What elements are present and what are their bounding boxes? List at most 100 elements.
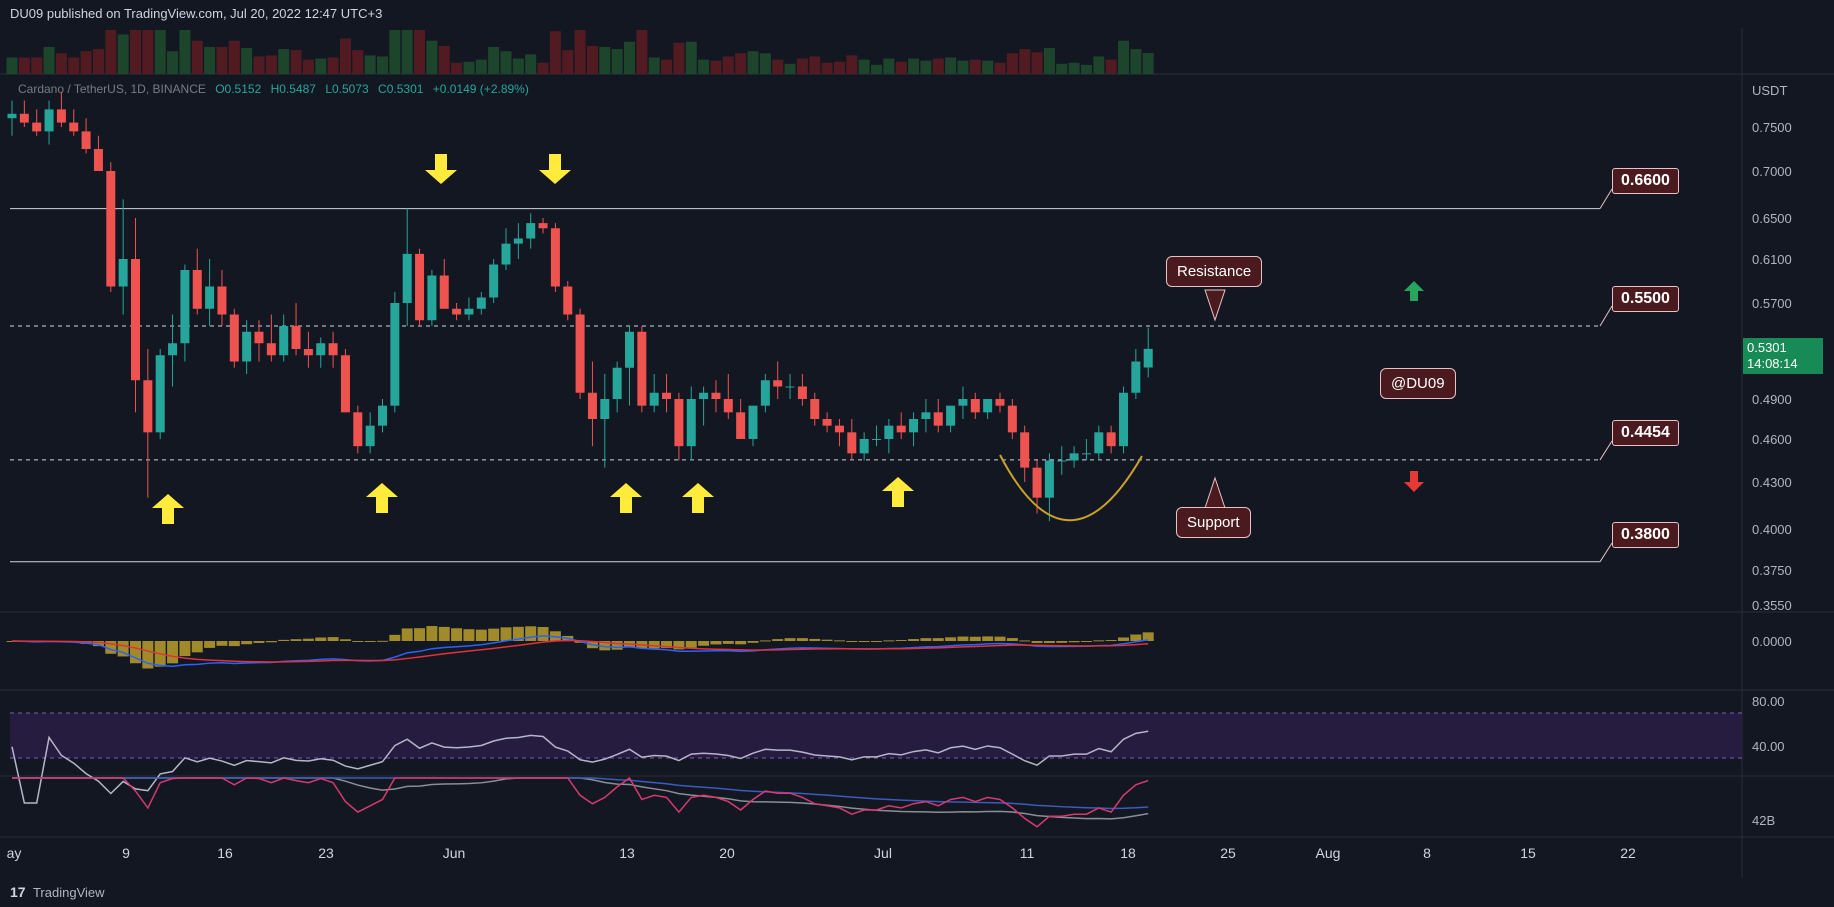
level-label-0550: 0.5500 (1612, 286, 1679, 312)
volume-bar (167, 51, 179, 74)
volume-bar (722, 56, 734, 74)
macd-hist-bar (796, 638, 808, 641)
candle-body (773, 380, 783, 387)
volume-bar (710, 60, 722, 74)
volume-bar (586, 45, 598, 74)
volume-bar (796, 58, 808, 74)
volume-bar (105, 30, 117, 74)
candle-body (378, 405, 387, 426)
candle-body (1131, 361, 1141, 393)
volume-bar (1080, 64, 1092, 74)
macd-hist-bar (908, 639, 920, 641)
low-value: L0.5073 (325, 82, 369, 96)
time-tick-1: 9 (122, 845, 130, 861)
macd-hist-bar (871, 641, 882, 642)
time-tick-3: 23 (318, 845, 334, 861)
volume-bar (68, 57, 80, 74)
candle-body (439, 275, 449, 309)
rsi-label-high: 80.00 (1752, 694, 1785, 709)
candle-body (612, 367, 622, 399)
candle-body (970, 399, 980, 413)
candle-body (118, 259, 128, 287)
footer-brand[interactable]: TradingView (32, 885, 105, 900)
candle-body (217, 286, 227, 315)
volume-bar (1006, 53, 1018, 74)
volume-bar (624, 41, 635, 74)
candle-body (1081, 453, 1091, 455)
footer-bar: 17 TradingView (0, 878, 1834, 907)
macd-hist-bar (982, 636, 994, 641)
bar-countdown: 14:08:14 (1747, 356, 1798, 371)
macd-hist-bar (278, 639, 290, 641)
candle-body (229, 314, 239, 362)
candle-body (810, 399, 820, 419)
time-tick-14: 22 (1620, 845, 1636, 861)
price-tick-8: 0.4300 (1752, 475, 1792, 490)
macd-hist-bar (747, 641, 759, 643)
candle-body (958, 399, 968, 406)
volume-bar (809, 56, 821, 74)
macd-hist-bar (191, 641, 203, 653)
macd-hist-bar (228, 641, 240, 647)
macd-hist-bar (735, 641, 747, 645)
candle-body (723, 399, 733, 413)
close-value: C0.5301 (378, 82, 424, 96)
candle-body (254, 331, 264, 344)
macd-hist-bar (339, 639, 351, 641)
volume-bar (969, 59, 981, 74)
candle-body (7, 113, 17, 119)
level-label-0380: 0.3800 (1612, 522, 1679, 548)
symbol-legend: Cardano / TetherUS, 1D, BINANCE O0.5152 … (18, 82, 535, 96)
time-tick-6: 20 (719, 845, 735, 861)
volume-bar (562, 50, 574, 74)
volume-bar (772, 59, 784, 74)
volume-bar (117, 34, 129, 74)
candle-body (415, 253, 425, 321)
macd-hist-bar (846, 641, 858, 642)
macd-hist-bar (377, 640, 388, 642)
candle-body (452, 308, 462, 315)
macd-hist-bar (537, 626, 549, 641)
volume-bar (389, 30, 401, 74)
candle-body (1143, 348, 1153, 368)
volume-bar (80, 51, 92, 74)
candle-body (106, 171, 116, 287)
volume-bar (994, 62, 1006, 74)
macd-hist-bar (809, 638, 821, 641)
time-tick-4: Jun (443, 845, 466, 861)
rsi-line (11, 730, 1149, 804)
volume-bar (858, 59, 870, 74)
volume-bar (55, 53, 67, 74)
price-tick-9: 0.4000 (1752, 522, 1792, 537)
volume-bar (574, 30, 586, 74)
volume-bar (265, 55, 277, 74)
time-tick-7: Jul (874, 845, 892, 861)
arrow-up-2 (610, 483, 642, 513)
macd-hist-bar (500, 627, 512, 641)
macd-hist-bar (969, 636, 981, 641)
volume-bar (549, 31, 561, 74)
price-tick-7: 0.4600 (1752, 432, 1792, 447)
candle-body (155, 355, 165, 433)
macd-hist-bar (117, 641, 129, 657)
volume-bar (1043, 48, 1055, 74)
candle-body (995, 399, 1005, 406)
volume-bar (352, 50, 364, 74)
candle-body (489, 264, 499, 298)
volume-bar (43, 47, 55, 74)
volume-bar (154, 30, 166, 74)
price-axis-unit: USDT (1752, 83, 1787, 98)
candle-body (797, 386, 807, 399)
candle-body (316, 343, 326, 356)
tradingview-logo-icon: 17 (10, 884, 26, 900)
time-tick-0: ay (7, 845, 22, 861)
candle-body (711, 392, 721, 399)
macd-hist-bar (426, 626, 438, 641)
candle-body (859, 439, 869, 454)
candle-body (131, 259, 140, 381)
macd-hist-bar (784, 638, 796, 641)
symbol-name[interactable]: Cardano / TetherUS, 1D, BINANCE (18, 82, 206, 96)
candle-body (1032, 467, 1042, 498)
candle-body (81, 131, 91, 149)
